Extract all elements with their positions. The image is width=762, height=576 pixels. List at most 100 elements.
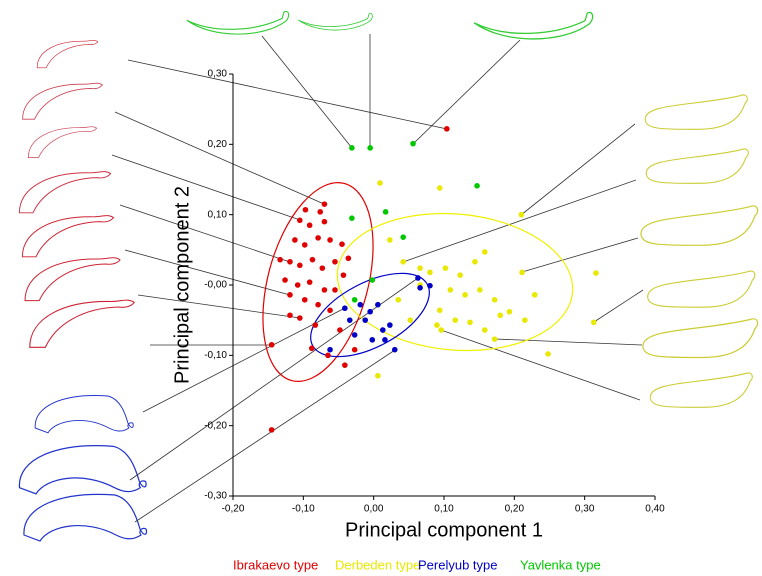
- connector: [112, 155, 300, 220]
- point: [392, 347, 398, 353]
- point: [287, 259, 293, 265]
- connector: [138, 295, 300, 318]
- point: [443, 265, 449, 271]
- outline-yellow: [646, 149, 748, 183]
- point: [322, 201, 328, 207]
- outline-green: [474, 12, 592, 39]
- connector: [521, 124, 635, 215]
- point: [269, 427, 275, 433]
- outline-blue: [35, 396, 133, 433]
- point: [320, 265, 326, 271]
- point: [327, 237, 333, 243]
- point: [362, 317, 368, 323]
- outline-yellow: [641, 206, 758, 245]
- point: [349, 145, 355, 151]
- x-tick-label: 0,40: [645, 504, 665, 515]
- point: [342, 305, 348, 311]
- point: [295, 282, 301, 288]
- outline-red: [25, 258, 120, 301]
- point: [519, 270, 525, 276]
- point: [315, 235, 321, 241]
- y-tick-label: 0,30: [208, 69, 228, 80]
- point: [307, 279, 313, 285]
- outline-red: [37, 40, 98, 67]
- outline-yellow: [643, 319, 758, 358]
- point: [322, 219, 328, 225]
- x-tick-label: -0,10: [292, 504, 315, 515]
- point: [352, 332, 358, 338]
- point: [438, 327, 444, 333]
- point: [519, 212, 525, 218]
- point: [474, 183, 480, 189]
- connector: [594, 290, 643, 322]
- point: [349, 215, 355, 221]
- point: [297, 315, 303, 321]
- point: [532, 292, 538, 298]
- outline-red: [19, 172, 110, 213]
- point: [545, 351, 551, 357]
- point: [380, 327, 386, 333]
- point: [383, 209, 389, 215]
- point: [297, 263, 303, 269]
- point: [434, 322, 440, 328]
- legend-label: Derbeden type: [335, 557, 420, 572]
- point: [337, 327, 343, 333]
- outline-blue: [24, 494, 147, 541]
- outline-figures: [19, 11, 757, 541]
- point: [310, 257, 316, 263]
- point: [346, 255, 352, 261]
- point: [315, 302, 321, 308]
- point: [457, 272, 463, 278]
- point: [482, 249, 488, 255]
- point: [437, 308, 443, 314]
- point: [593, 270, 599, 276]
- y-tick-label: -0,20: [204, 420, 227, 431]
- point: [427, 270, 433, 276]
- y-tick-label: 0,10: [208, 209, 228, 220]
- x-tick-label: 0,00: [364, 504, 384, 515]
- y-tick-label: -0,30: [204, 491, 227, 502]
- legend-label: Ibrakaevo type: [233, 557, 318, 572]
- outline-blue: [19, 446, 146, 494]
- point: [452, 317, 458, 323]
- point: [377, 180, 383, 186]
- point: [297, 217, 303, 223]
- legend-label: Yavlenka type: [520, 557, 601, 572]
- point: [332, 259, 338, 265]
- point: [367, 145, 373, 151]
- outline-yellow: [648, 271, 755, 307]
- point: [339, 241, 345, 247]
- point: [332, 287, 338, 293]
- connector: [403, 180, 636, 262]
- point: [387, 237, 393, 243]
- point: [352, 297, 358, 303]
- point: [327, 308, 333, 314]
- point: [302, 297, 308, 303]
- point: [277, 257, 283, 263]
- outline-green: [298, 13, 372, 30]
- outline-red: [22, 216, 113, 257]
- connector: [413, 40, 520, 144]
- point: [369, 337, 375, 343]
- point: [292, 237, 298, 243]
- ellipses: [243, 171, 578, 394]
- outline-red: [23, 83, 103, 119]
- point: [303, 207, 309, 213]
- point: [472, 259, 478, 265]
- point: [287, 292, 293, 298]
- point: [317, 209, 323, 215]
- ellipse-yellow: [332, 204, 579, 360]
- point: [467, 319, 473, 325]
- point: [462, 292, 468, 298]
- point: [448, 287, 454, 293]
- outline-green: [187, 11, 289, 34]
- connector: [128, 60, 447, 129]
- point: [342, 362, 348, 368]
- point: [309, 346, 315, 352]
- point: [387, 322, 393, 328]
- point: [312, 322, 318, 328]
- y-tick-label: 0,20: [208, 139, 228, 150]
- point: [410, 141, 416, 147]
- point: [492, 297, 498, 303]
- connector: [115, 112, 324, 204]
